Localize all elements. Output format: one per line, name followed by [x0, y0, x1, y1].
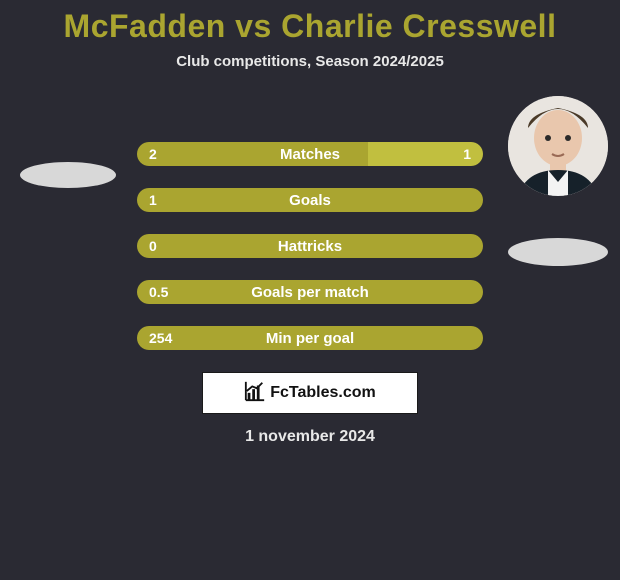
stat-label: Hattricks: [137, 234, 483, 258]
stat-row: 21Matches: [137, 142, 483, 166]
stat-row: 0.5Goals per match: [137, 280, 483, 304]
stat-label: Matches: [137, 142, 483, 166]
subtitle: Club competitions, Season 2024/2025: [0, 53, 620, 70]
chart-icon: [244, 380, 266, 407]
player-right-badge: [508, 238, 608, 266]
stat-label: Goals per match: [137, 280, 483, 304]
date-text: 1 november 2024: [0, 428, 620, 446]
branding-box: FcTables.com: [202, 372, 418, 414]
stat-row: 1Goals: [137, 188, 483, 212]
player-left-avatar: [0, 98, 96, 142]
page-title: McFadden vs Charlie Cresswell: [0, 0, 620, 45]
player-right-avatar: [508, 96, 608, 196]
stat-bars: 21Matches 1Goals 0Hattricks 0.5Goals per ma…: [137, 142, 483, 350]
comparison-panel: 21Matches 1Goals 0Hattricks 0.5Goals per ma…: [0, 98, 620, 446]
stat-label: Goals: [137, 188, 483, 212]
stat-label: Min per goal: [137, 326, 483, 350]
branding-text: FcTables.com: [270, 384, 376, 402]
player-left-badge: [20, 162, 116, 188]
stat-row: 0Hattricks: [137, 234, 483, 258]
stat-row: 254Min per goal: [137, 326, 483, 350]
